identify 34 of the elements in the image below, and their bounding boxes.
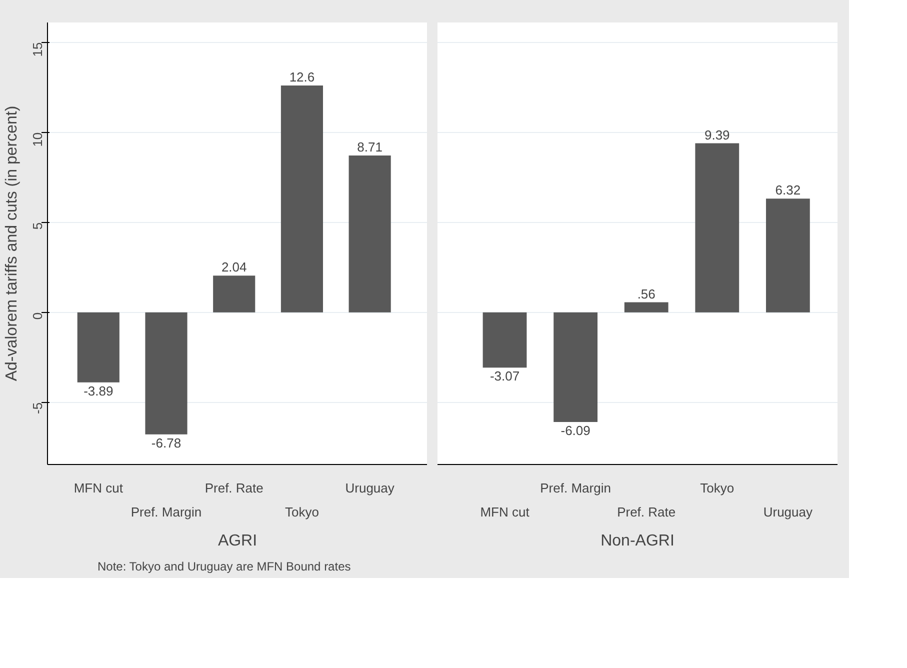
x-tick-label: Tokyo <box>700 480 734 496</box>
bar <box>624 302 668 312</box>
x-tick-label: Tokyo <box>284 504 319 520</box>
data-label: -3.07 <box>490 368 520 384</box>
x-axis-title: AGRI <box>218 532 258 550</box>
data-label: 12.6 <box>289 70 315 85</box>
data-label: 6.32 <box>775 182 801 198</box>
x-tick-label: Pref. Margin <box>130 504 202 520</box>
y-tick-label: -5 <box>30 402 45 414</box>
y-tick-label: 10 <box>30 132 45 147</box>
x-tick-label: MFN cut <box>480 504 530 520</box>
x-tick-label: Pref. Margin <box>540 480 611 496</box>
data-label: -6.78 <box>151 435 182 450</box>
y-tick-label: 15 <box>30 42 45 57</box>
bar <box>554 312 598 422</box>
y-tick-label: 5 <box>30 222 45 230</box>
data-label: 8.71 <box>357 140 382 155</box>
bar <box>695 143 740 312</box>
text: Note: Tokyo and Uruguay are MFN Bound rates <box>98 560 351 574</box>
data-label: -3.89 <box>84 383 114 398</box>
y-tick-label: 0 <box>30 312 45 320</box>
x-tick-label: Pref. Rate <box>617 504 676 520</box>
x-tick-label: Uruguay <box>345 480 395 496</box>
x-axis-title: Non-AGRI <box>600 532 674 550</box>
data-label: 2.04 <box>221 260 247 275</box>
data-label: 9.39 <box>704 127 730 142</box>
data-label: -6.09 <box>560 423 590 438</box>
x-tick-label: Uruguay <box>763 504 814 520</box>
x-tick-label: Pref. Rate <box>204 480 264 496</box>
bar <box>766 198 810 312</box>
bar <box>482 312 527 368</box>
data-label: .56 <box>637 286 656 302</box>
y-axis-title: Ad-valorem tariffs and cuts (in percent) <box>4 106 20 382</box>
x-tick-label: MFN cut <box>74 480 124 496</box>
